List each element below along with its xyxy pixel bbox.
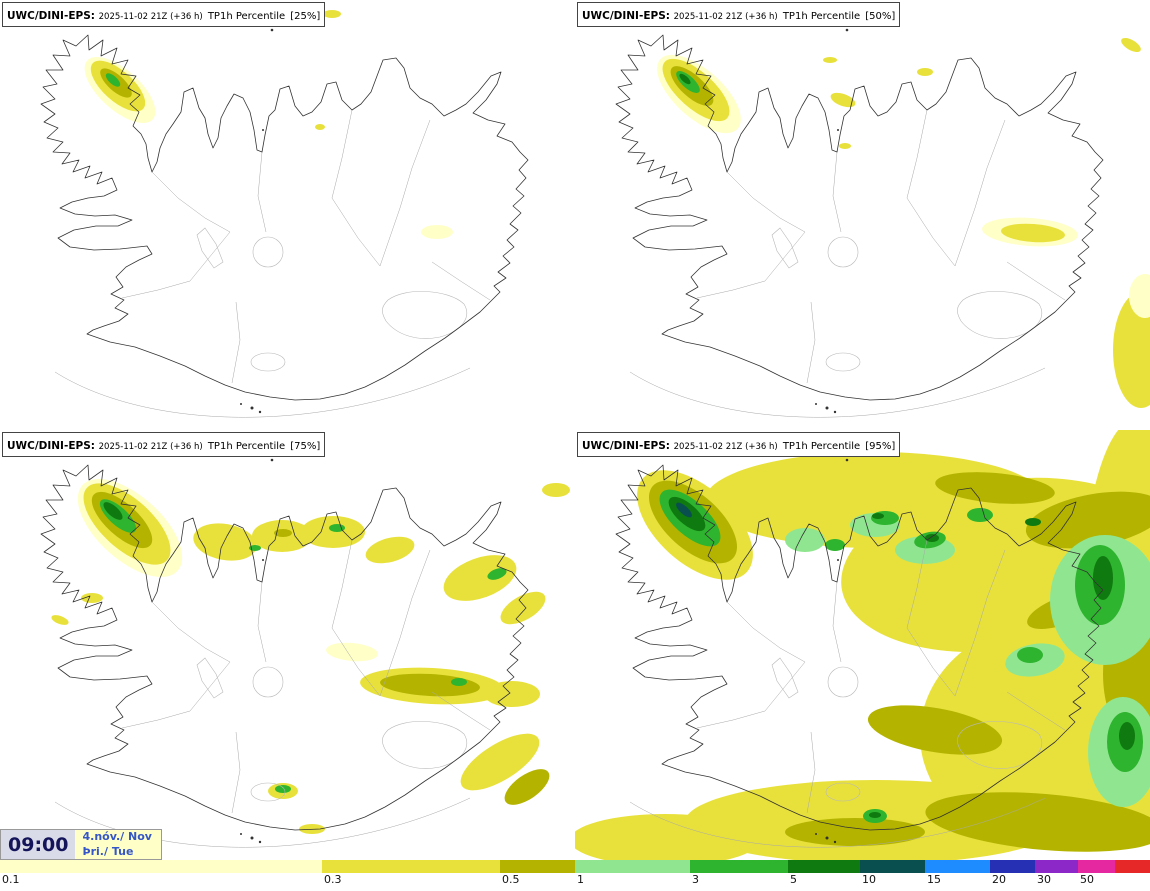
model-name: UWC/DINI-EPS xyxy=(582,10,666,22)
percentile-value: [95%] xyxy=(865,441,896,452)
map-panel-50: UWC/DINI-EPS: 2025-11-02 21Z (+36 h) TP1… xyxy=(575,0,1150,430)
legend-label: 15 xyxy=(927,873,941,886)
precip-field-25 xyxy=(84,10,453,239)
percentile-value: [75%] xyxy=(290,441,321,452)
run-info: 2025-11-02 21Z (+36 h) xyxy=(673,12,778,22)
legend-segment xyxy=(500,860,575,873)
precip-field-50 xyxy=(657,38,1150,408)
legend-segment xyxy=(1115,860,1150,873)
legend-label: 0.1 xyxy=(2,873,20,886)
legend-segment xyxy=(322,860,500,873)
product-name: TP1h Percentile xyxy=(782,11,861,22)
map-panel-25: UWC/DINI-EPS: 2025-11-02 21Z (+36 h) TP1… xyxy=(0,0,575,430)
legend-segment xyxy=(925,860,990,873)
run-info: 2025-11-02 21Z (+36 h) xyxy=(98,442,203,452)
precip-field-75 xyxy=(51,479,570,834)
legend-segment xyxy=(990,860,1035,873)
legend-segment xyxy=(690,860,788,873)
valid-time-box: 09:00 4.nóv./ Nov Þri./ Tue xyxy=(0,829,162,860)
panel-title-25: UWC/DINI-EPS: 2025-11-02 21Z (+36 h) TP1… xyxy=(2,2,326,27)
legend-segment xyxy=(860,860,925,873)
model-separator: : xyxy=(90,10,99,22)
iceland-map xyxy=(40,458,570,848)
valid-date-line1: 4.nóv./ Nov xyxy=(82,830,152,844)
panel-title-95: UWC/DINI-EPS: 2025-11-02 21Z (+36 h) TP1… xyxy=(577,432,901,457)
legend-label: 0.3 xyxy=(324,873,342,886)
precip-field-95 xyxy=(575,430,1150,860)
legend-colorbar xyxy=(0,860,1150,873)
legend-label: 5 xyxy=(790,873,797,886)
map-panel-95: UWC/DINI-EPS: 2025-11-02 21Z (+36 h) TP1… xyxy=(575,430,1150,860)
valid-date-line2: Þri./ Tue xyxy=(82,844,134,858)
valid-date: 4.nóv./ Nov Þri./ Tue xyxy=(75,830,161,859)
model-separator: : xyxy=(90,440,99,452)
legend-label: 3 xyxy=(692,873,699,886)
model-name: UWC/DINI-EPS xyxy=(582,440,666,452)
model-separator: : xyxy=(665,10,674,22)
map-panel-75: UWC/DINI-EPS: 2025-11-02 21Z (+36 h) TP1… xyxy=(0,430,575,860)
legend-label: 30 xyxy=(1037,873,1051,886)
legend-label: 0.5 xyxy=(502,873,520,886)
legend-segment xyxy=(0,860,322,873)
product-name: TP1h Percentile xyxy=(207,441,286,452)
legend-labels: 0.1 0.3 0.5 1 3 5 10 15 20 30 50 xyxy=(0,873,1150,891)
iceland-map xyxy=(615,28,1150,418)
run-info: 2025-11-02 21Z (+36 h) xyxy=(673,442,778,452)
legend-label: 1 xyxy=(577,873,584,886)
model-name: UWC/DINI-EPS xyxy=(7,10,91,22)
legend-segment xyxy=(1035,860,1078,873)
valid-time: 09:00 xyxy=(1,830,76,859)
legend-label: 20 xyxy=(992,873,1006,886)
run-info: 2025-11-02 21Z (+36 h) xyxy=(98,12,203,22)
legend-label: 10 xyxy=(862,873,876,886)
map-grid: UWC/DINI-EPS: 2025-11-02 21Z (+36 h) TP1… xyxy=(0,0,1150,860)
legend-segment xyxy=(1078,860,1115,873)
legend-segment xyxy=(788,860,860,873)
iceland-map xyxy=(575,430,1150,860)
percentile-value: [50%] xyxy=(865,11,896,22)
iceland-map xyxy=(40,10,529,418)
model-name: UWC/DINI-EPS xyxy=(7,440,91,452)
legend-label: 50 xyxy=(1080,873,1094,886)
product-name: TP1h Percentile xyxy=(207,11,286,22)
model-separator: : xyxy=(665,440,674,452)
panel-title-75: UWC/DINI-EPS: 2025-11-02 21Z (+36 h) TP1… xyxy=(2,432,326,457)
panel-title-50: UWC/DINI-EPS: 2025-11-02 21Z (+36 h) TP1… xyxy=(577,2,901,27)
product-name: TP1h Percentile xyxy=(782,441,861,452)
legend-segment xyxy=(575,860,690,873)
percentile-value: [25%] xyxy=(290,11,321,22)
